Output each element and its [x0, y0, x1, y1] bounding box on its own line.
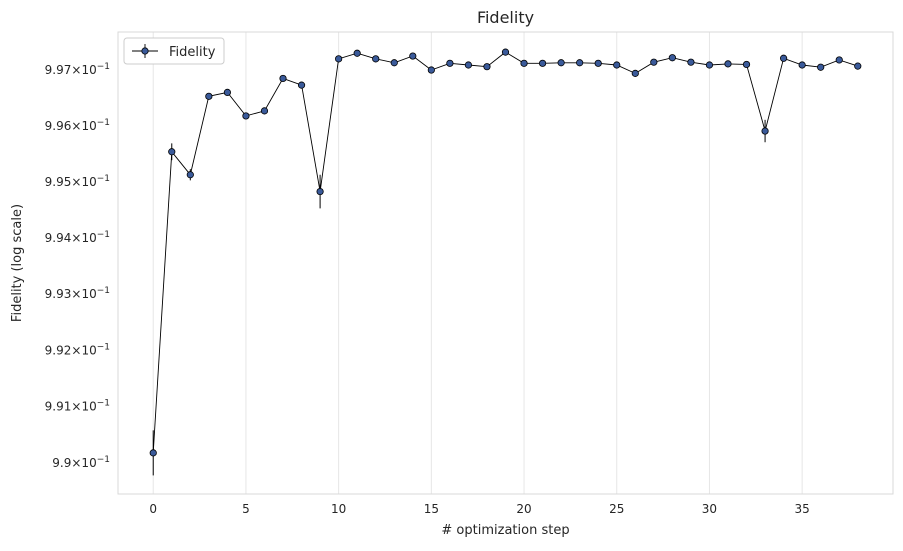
data-point [798, 61, 806, 69]
data-point [464, 61, 473, 69]
data-point [631, 69, 639, 77]
series-line [152, 51, 858, 453]
data-point [501, 48, 510, 56]
legend-label: Fidelity [169, 45, 216, 60]
y-tick-label: 9.9×10−1 [52, 455, 110, 470]
plot-area [117, 31, 894, 495]
data-point [668, 54, 676, 62]
data-point [705, 61, 714, 69]
data-point [260, 107, 269, 115]
data-point [205, 92, 213, 100]
data-point [186, 171, 194, 179]
x-tick-label: 25 [609, 502, 624, 516]
data-point [223, 88, 231, 97]
x-tick-label: 20 [516, 502, 531, 516]
x-tick-label: 30 [702, 502, 717, 516]
data-point [576, 59, 584, 67]
y-axis-ticks: 9.9×10−1 9.91×10−1 9.92×10−1 9.93×10−1 9.94×… [45, 62, 110, 470]
data-point [854, 62, 862, 70]
data-point [835, 56, 843, 64]
data-point [446, 59, 454, 67]
x-axis-ticks: 0 5 10 15 20 25 30 35 [149, 502, 809, 516]
y-tick-label: 9.95×10−1 [45, 174, 110, 189]
data-point [520, 59, 528, 67]
y-tick-label: 9.96×10−1 [45, 118, 110, 133]
legend: Fidelity [123, 37, 225, 65]
data-point [724, 60, 732, 68]
data-point [279, 74, 287, 83]
x-tick-label: 5 [242, 502, 250, 516]
chart-title: Fidelity [477, 8, 534, 27]
y-tick-label: 9.93×10−1 [45, 286, 110, 301]
data-point [538, 59, 547, 67]
data-point [742, 60, 751, 69]
data-point [650, 58, 658, 66]
data-point [149, 449, 157, 457]
data-point [557, 59, 565, 67]
data-point [242, 112, 250, 120]
y-tick-label: 9.92×10−1 [45, 342, 110, 357]
legend-marker [141, 47, 149, 55]
data-point [613, 61, 621, 69]
data-point [335, 55, 343, 63]
x-axis-label: # optimization step [441, 523, 569, 538]
data-point [483, 63, 491, 71]
data-point [780, 54, 788, 62]
data-point [761, 127, 769, 135]
data-point [594, 59, 602, 67]
y-tick-label: 9.94×10−1 [45, 230, 110, 245]
data-point [297, 81, 306, 89]
y-tick-label: 9.91×10−1 [45, 399, 110, 414]
x-tick-label: 15 [424, 502, 439, 516]
series-fidelity [149, 48, 862, 476]
data-point [409, 52, 417, 60]
y-tick-label: 9.97×10−1 [45, 62, 110, 77]
data-point [390, 59, 398, 67]
x-tick-label: 35 [795, 502, 810, 516]
data-point [316, 187, 324, 196]
data-point [372, 55, 380, 63]
data-point [168, 148, 176, 156]
x-tick-label: 0 [149, 502, 157, 516]
gridlines [152, 32, 803, 494]
y-axis-label: Fidelity (log scale) [10, 204, 25, 322]
legend-box [123, 37, 225, 65]
data-point [817, 63, 825, 71]
data-point [687, 58, 695, 66]
data-point [353, 49, 361, 57]
x-tick-label: 10 [331, 502, 346, 516]
data-point [427, 66, 435, 74]
